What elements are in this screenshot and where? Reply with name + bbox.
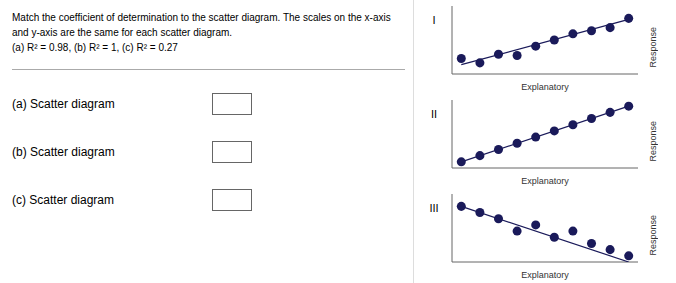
html-text:II: II <box>430 108 438 120</box>
html-text:Response: Response <box>648 120 658 162</box>
svg-text:Explanatory: Explanatory <box>521 82 569 92</box>
html-text:III: III <box>429 202 439 214</box>
html-text:(a) Scatter diagram: (a) Scatter diagram <box>12 97 115 111</box>
html-text:I: I <box>432 14 436 26</box>
html-text:Match the coefficient of deter: Match the coefficient of determination t… <box>12 12 391 23</box>
html-text:(c) Scatter diagram: (c) Scatter diagram <box>12 193 114 207</box>
html-text:Response: Response <box>648 214 658 256</box>
html-text:Response: Response <box>648 26 658 68</box>
html-text:and y-axis are the same for ea: and y-axis are the same for each scatter… <box>12 27 233 38</box>
html-text:(a) R² = 0.98, (b) R² = 1, (c): (a) R² = 0.98, (b) R² = 1, (c) R² = 0.27 <box>12 42 178 53</box>
svg-text:Explanatory: Explanatory <box>521 270 569 280</box>
svg-text:Explanatory: Explanatory <box>521 176 569 186</box>
html-text:(b) Scatter diagram: (b) Scatter diagram <box>12 145 115 159</box>
